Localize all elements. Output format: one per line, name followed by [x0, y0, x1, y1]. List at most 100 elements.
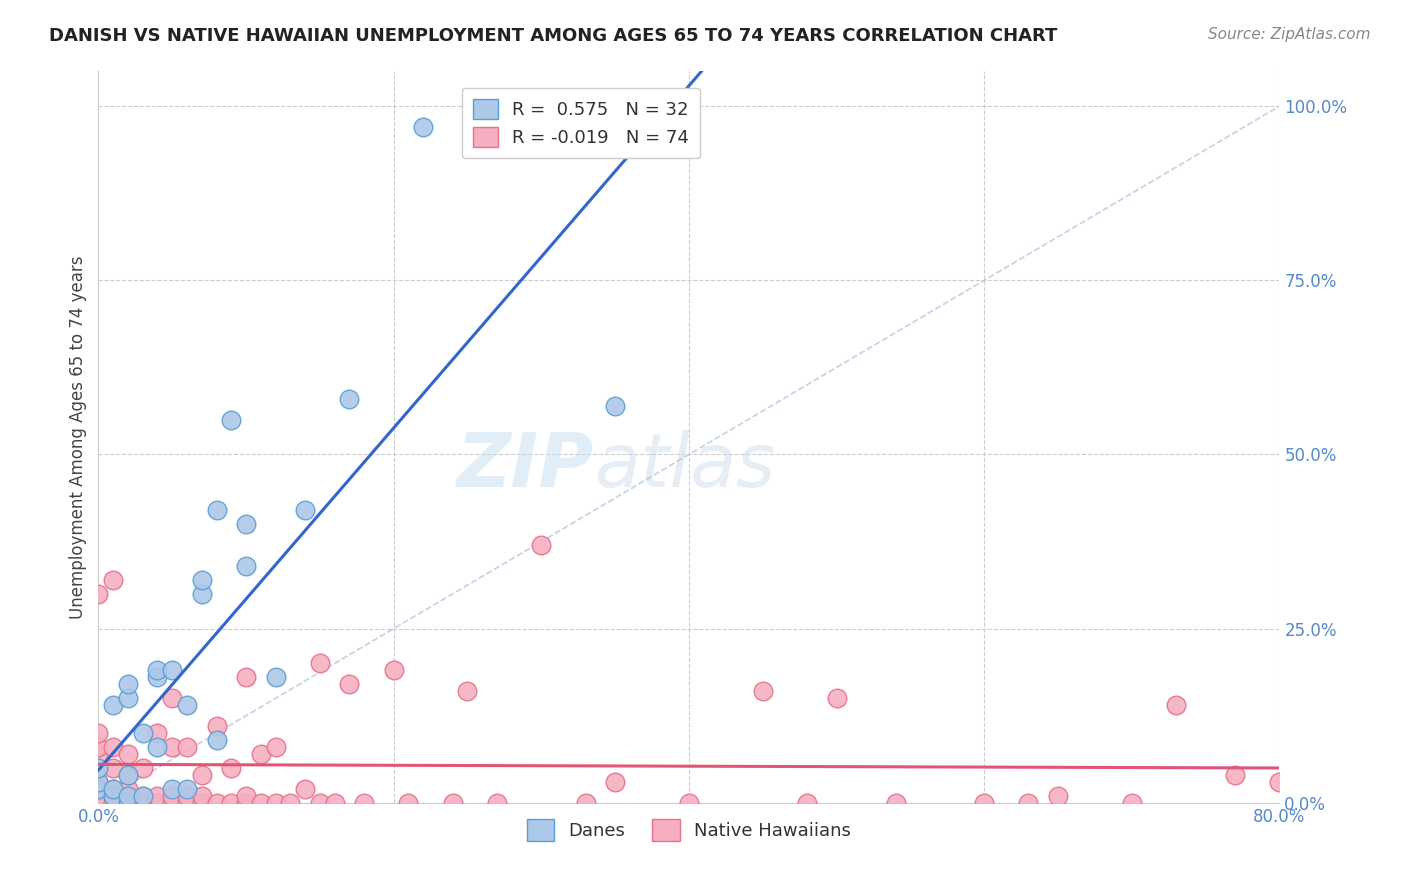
Point	[1225, 768, 1247, 782]
Point	[398, 796, 420, 810]
Point	[205, 796, 228, 810]
Point	[221, 412, 243, 426]
Point	[132, 796, 155, 810]
Point	[103, 789, 125, 803]
Point	[205, 503, 228, 517]
Point	[162, 664, 183, 678]
Point	[309, 657, 332, 671]
Point	[1166, 698, 1188, 713]
Point	[382, 664, 405, 678]
Point	[575, 796, 598, 810]
Point	[678, 796, 700, 810]
Point	[294, 503, 316, 517]
Point	[162, 789, 183, 803]
Point	[103, 761, 125, 775]
Point	[162, 781, 183, 796]
Point	[235, 517, 257, 532]
Point	[530, 538, 553, 552]
Point	[132, 789, 155, 803]
Point	[87, 761, 110, 775]
Point	[191, 796, 214, 810]
Point	[117, 789, 139, 803]
Point	[117, 781, 139, 796]
Point	[117, 796, 139, 810]
Point	[117, 747, 139, 761]
Point	[117, 796, 139, 810]
Point	[235, 558, 257, 573]
Point	[87, 761, 110, 775]
Text: Source: ZipAtlas.com: Source: ZipAtlas.com	[1208, 27, 1371, 42]
Point	[1268, 775, 1291, 789]
Point	[87, 789, 110, 803]
Y-axis label: Unemployment Among Ages 65 to 74 years: Unemployment Among Ages 65 to 74 years	[69, 255, 87, 619]
Point	[264, 670, 287, 684]
Point	[146, 726, 169, 740]
Point	[884, 796, 907, 810]
Point	[205, 733, 228, 747]
Point	[87, 781, 110, 796]
Point	[191, 789, 214, 803]
Point	[117, 768, 139, 782]
Point	[103, 740, 125, 755]
Point	[146, 789, 169, 803]
Point	[221, 796, 243, 810]
Point	[162, 796, 183, 810]
Point	[221, 761, 243, 775]
Point	[825, 691, 848, 706]
Point	[176, 796, 198, 810]
Point	[264, 740, 287, 755]
Point	[87, 781, 110, 796]
Point	[132, 789, 155, 803]
Point	[146, 740, 169, 755]
Point	[1121, 796, 1143, 810]
Text: atlas: atlas	[595, 430, 776, 502]
Point	[146, 796, 169, 810]
Point	[1018, 796, 1040, 810]
Point	[117, 677, 139, 691]
Point	[235, 789, 257, 803]
Point	[973, 796, 995, 810]
Point	[412, 120, 434, 134]
Point	[146, 664, 169, 678]
Point	[103, 573, 125, 587]
Point	[162, 691, 183, 706]
Point	[191, 573, 214, 587]
Point	[87, 747, 110, 761]
Point	[162, 740, 183, 755]
Point	[117, 789, 139, 803]
Point	[353, 796, 375, 810]
Point	[103, 789, 125, 803]
Point	[250, 747, 273, 761]
Point	[264, 796, 287, 810]
Point	[87, 740, 110, 755]
Point	[339, 392, 361, 406]
Point	[309, 796, 332, 810]
Point	[796, 796, 818, 810]
Point	[103, 796, 125, 810]
Point	[486, 796, 509, 810]
Point	[132, 726, 155, 740]
Point	[117, 691, 139, 706]
Point	[191, 587, 214, 601]
Point	[146, 670, 169, 684]
Point	[176, 740, 198, 755]
Point	[280, 796, 302, 810]
Legend: Danes, Native Hawaiians: Danes, Native Hawaiians	[520, 812, 858, 848]
Point	[605, 775, 627, 789]
Point	[87, 796, 110, 810]
Point	[294, 781, 316, 796]
Point	[87, 775, 110, 789]
Point	[87, 726, 110, 740]
Point	[457, 684, 479, 698]
Point	[235, 796, 257, 810]
Point	[117, 768, 139, 782]
Text: DANISH VS NATIVE HAWAIIAN UNEMPLOYMENT AMONG AGES 65 TO 74 YEARS CORRELATION CHA: DANISH VS NATIVE HAWAIIAN UNEMPLOYMENT A…	[49, 27, 1057, 45]
Point	[250, 796, 273, 810]
Point	[103, 698, 125, 713]
Point	[103, 781, 125, 796]
Point	[205, 719, 228, 733]
Point	[176, 789, 198, 803]
Point	[191, 768, 214, 782]
Point	[87, 587, 110, 601]
Point	[752, 684, 775, 698]
